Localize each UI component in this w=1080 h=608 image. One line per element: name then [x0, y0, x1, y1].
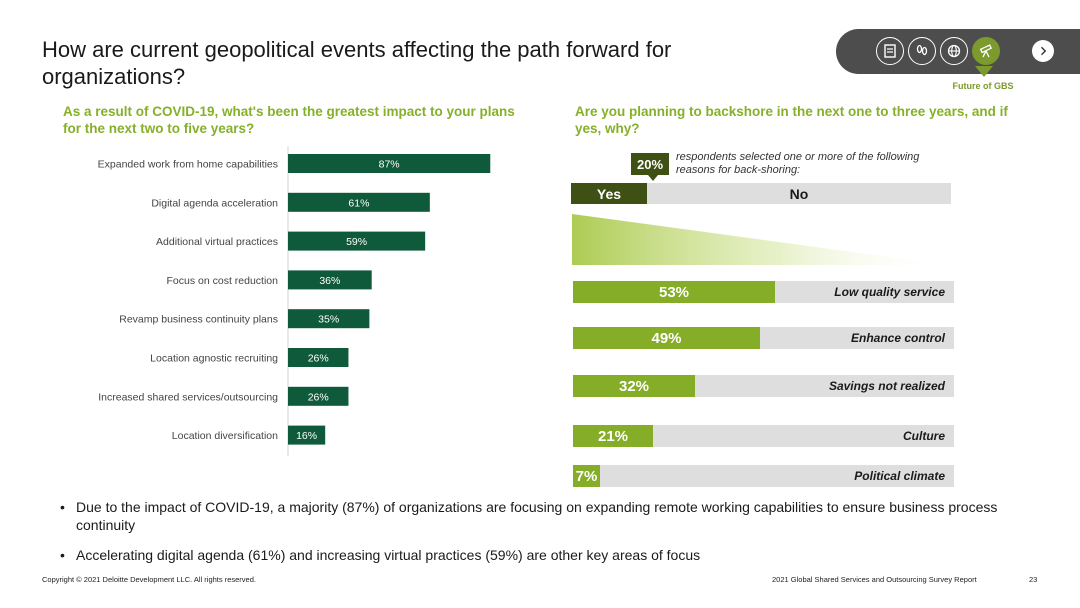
- left-chart-heading: As a result of COVID-19, what's been the…: [63, 104, 515, 136]
- bar-value-label: 61%: [348, 197, 369, 209]
- category-label: Expanded work from home capabilities: [98, 159, 278, 171]
- reason-value-bar: 53%: [573, 281, 775, 303]
- telescope-icon[interactable]: [972, 37, 1000, 65]
- reason-value-bar: 21%: [573, 425, 653, 447]
- impact-bar: [288, 425, 326, 445]
- reason-row: 32% Savings not realized: [573, 375, 954, 397]
- impact-bar: [288, 231, 426, 251]
- page-title: How are current geopolitical events affe…: [42, 37, 672, 89]
- key-takeaways: Due to the impact of COVID-19, a majorit…: [60, 498, 1020, 576]
- no-segment: No: [789, 185, 809, 202]
- stat-badge-pointer: [648, 175, 658, 181]
- category-label: Increased shared services/outsourcing: [98, 391, 278, 403]
- page-number: 23: [1029, 575, 1038, 584]
- bar-value-label: 59%: [346, 236, 367, 248]
- bar-value-label: 87%: [379, 159, 400, 171]
- yes-segment: Yes: [571, 183, 647, 204]
- impact-bar: [288, 309, 370, 329]
- reason-row: 21% Culture: [573, 425, 954, 447]
- bar-value-label: 26%: [308, 353, 329, 365]
- reason-label: Enhance control: [850, 331, 945, 345]
- category-label: Location diversification: [172, 430, 278, 442]
- reason-value-bar: 7%: [573, 465, 600, 487]
- reason-label: Low quality service: [834, 285, 945, 299]
- reason-row: 7% Political climate: [573, 465, 954, 487]
- yes-no-track: [571, 183, 951, 204]
- reason-label: Savings not realized: [828, 379, 945, 393]
- impact-bar-chart: Expanded work from home capabilities 87% D…: [98, 146, 491, 456]
- category-label: Additional virtual practices: [156, 236, 278, 248]
- category-label: Focus on cost reduction: [167, 275, 279, 287]
- globe-icon[interactable]: [940, 37, 968, 65]
- takeaway-bullet: Due to the impact of COVID-19, a majorit…: [60, 498, 1020, 534]
- bar-value-label: 26%: [308, 391, 329, 403]
- bar-value-label: 35%: [318, 314, 339, 326]
- copyright-text: Copyright © 2021 Deloitte Development LL…: [42, 575, 256, 584]
- impact-bar: [288, 192, 430, 212]
- backshore-stat-badge: 20%: [631, 153, 669, 175]
- reason-value-bar: 49%: [573, 327, 760, 349]
- bar-value-label: 16%: [296, 430, 317, 442]
- impact-bar: [288, 154, 491, 173]
- chevron-right-icon[interactable]: [1032, 40, 1054, 62]
- nav-caption: Future of GBS: [952, 81, 1014, 91]
- reason-value-bar: 32%: [573, 375, 695, 397]
- reason-label: Political climate: [854, 469, 945, 483]
- category-label: Location agnostic recruiting: [150, 353, 278, 365]
- category-label: Revamp business continuity plans: [119, 314, 278, 326]
- footprints-icon[interactable]: [908, 37, 936, 65]
- reason-label: Culture: [903, 429, 945, 443]
- reason-row: 53% Low quality service: [573, 281, 954, 303]
- impact-bar: [288, 386, 349, 406]
- category-label: Digital agenda acceleration: [151, 197, 278, 209]
- reasons-connector-wedge: [572, 214, 948, 265]
- impact-bar: [288, 348, 349, 367]
- takeaway-bullet: Accelerating digital agenda (61%) and in…: [60, 546, 1020, 564]
- impact-bar: [288, 270, 372, 290]
- backshore-note: respondents selected one or more of the …: [676, 151, 920, 176]
- bar-value-label: 36%: [319, 275, 340, 287]
- document-icon[interactable]: [876, 37, 904, 65]
- section-nav: [836, 29, 1080, 74]
- report-name: 2021 Global Shared Services and Outsourc…: [772, 575, 977, 584]
- active-section-marker: [975, 66, 993, 77]
- reason-row: 49% Enhance control: [573, 327, 954, 349]
- right-chart-heading: Are you planning to backshore in the nex…: [575, 104, 1008, 136]
